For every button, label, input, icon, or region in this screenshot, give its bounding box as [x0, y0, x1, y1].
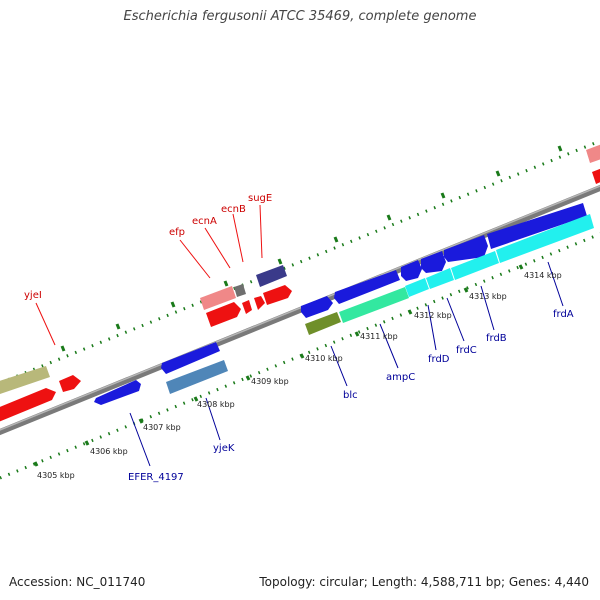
kbp-label-4305: 4305 kbp — [37, 471, 75, 480]
gene-label-ampc: ampC — [386, 372, 415, 383]
gene-arrow-red-small — [59, 375, 81, 392]
gene-block-pink-efp — [200, 286, 236, 310]
kbp-label-4308: 4308 kbp — [197, 400, 235, 409]
upper-tick-row — [0, 139, 600, 385]
gene-block-green-ampc — [339, 287, 409, 323]
kbp-label-4313: 4313 kbp — [469, 292, 507, 301]
gene-label-ecnb: ecnB — [221, 204, 246, 215]
kbp-label-4310: 4310 kbp — [305, 354, 343, 363]
gene-arrow-blue-frdc — [421, 251, 446, 273]
gene-block-navy-suge — [256, 265, 287, 287]
gene-label-frdc: frdC — [456, 345, 477, 356]
kbp-label-4306: 4306 kbp — [90, 447, 128, 456]
lower-tick-row — [0, 232, 600, 480]
gene-arrow-red-left — [0, 388, 56, 422]
gene-label-efp: efp — [169, 227, 185, 238]
gene-label-frdb: frdB — [486, 333, 507, 344]
gene-label-frda: frdA — [553, 309, 574, 320]
gene-arrow-red-ecnb — [242, 300, 252, 314]
kbp-label-4311: 4311 kbp — [360, 332, 398, 341]
gene-block-steelblue-yjek — [166, 360, 228, 394]
major-ticks-lower — [33, 264, 524, 467]
gene-label-yjei: yjeI — [24, 290, 42, 301]
gene-arrow-red-suge — [263, 285, 292, 305]
gene-arrow-blue-blc — [301, 296, 333, 318]
gene-block-cyan-frda — [496, 214, 594, 263]
accession-text: Accession: NC_011740 — [9, 575, 146, 589]
gene-block-cyan-frdc — [426, 268, 454, 289]
gene-block-cyan-frdd — [405, 278, 429, 297]
gene-label-yjek: yjeK — [213, 443, 235, 454]
kbp-label-4312: 4312 kbp — [414, 311, 452, 320]
gene-arrow-red-ecnb2 — [254, 296, 265, 310]
gene-block-olive-blc — [305, 312, 341, 335]
gene-label-efer4197: EFER_4197 — [128, 472, 184, 483]
reverse-leader-lines — [129, 261, 564, 467]
gene-arrow-red-efp — [206, 302, 241, 327]
gene-arrow-blue-frdb — [444, 235, 488, 262]
forward-leader-lines — [35, 204, 263, 346]
gene-arrow-blue-efer4197 — [94, 380, 141, 405]
genome-map: 4305 kbp 4306 kbp 4307 kbp 4308 kbp 4309… — [0, 139, 600, 483]
genome-summary-text: Topology: circular; Length: 4,588,711 bp… — [259, 575, 589, 589]
gene-arrow-blue-ampc — [334, 270, 400, 304]
gene-arrow-red-right — [592, 168, 600, 184]
kbp-label-4314: 4314 kbp — [524, 271, 562, 280]
major-ticks-upper — [60, 145, 563, 352]
genome-backbone-highlight — [0, 185, 600, 431]
kbp-label-4307: 4307 kbp — [143, 423, 181, 432]
gene-arrow-blue-frdd — [401, 260, 422, 281]
gene-label-blc: blc — [343, 390, 358, 401]
gene-block-cyan-frdb — [451, 251, 499, 280]
gene-arrow-blue-large — [161, 342, 220, 374]
gene-block-pink-right — [586, 144, 600, 163]
gene-label-frdd: frdD — [428, 354, 450, 365]
kbp-label-4309: 4309 kbp — [251, 377, 289, 386]
gene-block-gray-ecna — [234, 284, 246, 297]
genome-backbone — [0, 184, 600, 436]
gene-arrow-blue-frda — [487, 203, 587, 249]
gene-label-ecna: ecnA — [192, 216, 217, 227]
gene-label-suge: sugE — [248, 193, 272, 204]
map-title: Escherichia fergusonii ATCC 35469, compl… — [123, 9, 477, 24]
gene-block-olive-left — [0, 366, 50, 394]
